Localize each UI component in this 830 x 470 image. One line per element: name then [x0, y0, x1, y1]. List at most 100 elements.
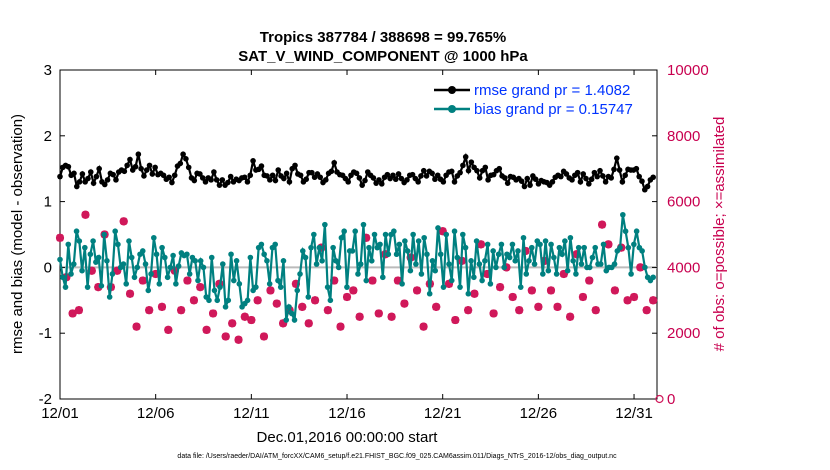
- rmse-point: [258, 163, 265, 169]
- rmse-point: [650, 174, 656, 181]
- bias-point: [338, 234, 345, 241]
- bias-point: [277, 284, 284, 290]
- bias-point: [633, 228, 640, 235]
- obs-assimilated-point: [438, 227, 447, 236]
- rmse-point: [244, 179, 251, 185]
- rmse-point: [392, 176, 399, 183]
- rmse-point: [79, 171, 86, 177]
- rmse-point: [359, 182, 365, 188]
- bias-point: [650, 274, 656, 281]
- bias-point: [639, 248, 645, 254]
- bias-point: [214, 297, 221, 304]
- obs-possible-point: [157, 302, 167, 311]
- rmse-point: [622, 172, 628, 179]
- rmse-point: [219, 177, 226, 183]
- rmse-point: [202, 179, 209, 185]
- bias-point: [104, 258, 110, 264]
- obs-possible-point: [55, 233, 65, 242]
- bias-point: [363, 277, 370, 284]
- rmse-point: [71, 170, 77, 177]
- bias-point: [357, 261, 364, 267]
- rmse-point: [485, 177, 491, 183]
- bias-point: [531, 261, 538, 267]
- obs-assimilated-point: [559, 269, 568, 278]
- bias-point: [435, 225, 441, 231]
- obs-possible-point: [355, 312, 364, 321]
- obs-possible-point: [610, 286, 620, 295]
- obs-assimilated-point: [81, 210, 90, 219]
- bias-point: [611, 261, 618, 267]
- rmse-point: [160, 172, 167, 179]
- obs-possible-point: [304, 319, 313, 328]
- obs-possible-point: [272, 299, 281, 308]
- obs-possible-point: [202, 325, 211, 335]
- obs-assimilated-point: [432, 302, 441, 311]
- x-axis-label: Dec.01,2016 00:00:00 start: [257, 429, 439, 446]
- rmse-point: [146, 162, 153, 169]
- bias-point: [622, 228, 629, 235]
- bias-point: [506, 254, 513, 261]
- bias-point: [526, 258, 532, 264]
- obs-possible-point: [649, 296, 658, 305]
- obs-possible-point: [240, 312, 249, 321]
- bias-point: [330, 244, 336, 251]
- obs-assimilated-point: [464, 306, 473, 315]
- bias-point: [418, 271, 425, 277]
- obs-possible-point: [310, 296, 320, 305]
- rmse-point: [104, 177, 111, 183]
- obs-possible-point: [266, 286, 275, 295]
- rmse-point: [143, 167, 150, 173]
- bias-point: [520, 234, 527, 241]
- rmse-point: [563, 171, 570, 177]
- rmse-point: [197, 171, 203, 177]
- obs-assimilated-point: [470, 289, 479, 298]
- rmse-point: [328, 168, 335, 175]
- rmse-point: [591, 169, 598, 176]
- rmse-point: [113, 177, 119, 183]
- rmse-point: [208, 177, 214, 183]
- x-tick-label: 12/11: [233, 405, 269, 422]
- rmse-point: [269, 172, 276, 179]
- obs-assimilated-point: [649, 296, 658, 305]
- rmse-point: [594, 173, 601, 180]
- bias-point: [148, 271, 154, 277]
- obs-assimilated-point: [298, 302, 307, 311]
- bias-point: [57, 256, 63, 263]
- bias-point: [617, 244, 623, 251]
- obs-assimilated-point: [119, 217, 128, 226]
- legend-label: rmse grand pr = 1.4082: [474, 82, 630, 99]
- obs-possible-point: [125, 289, 135, 298]
- bias-point: [344, 284, 350, 290]
- bias-point: [570, 258, 576, 264]
- bias-point: [335, 264, 342, 271]
- bias-point: [432, 267, 439, 274]
- bias-point: [437, 251, 444, 258]
- bias-point: [90, 238, 96, 244]
- x-tick-label: 12/26: [520, 405, 558, 422]
- bias-point: [231, 277, 237, 284]
- obs-assimilated-point: [74, 306, 83, 315]
- bias-point: [493, 264, 499, 271]
- obs-assimilated-point: [445, 279, 454, 288]
- obs-assimilated-point: [642, 306, 651, 315]
- obs-assimilated-point: [183, 276, 192, 285]
- obs-assimilated-point: [330, 276, 339, 285]
- obs-assimilated-point: [247, 316, 256, 325]
- obs-assimilated-point: [266, 286, 275, 295]
- rmse-point: [227, 173, 234, 180]
- bias-point: [540, 271, 546, 277]
- bias-point: [573, 271, 579, 277]
- bias-point: [195, 277, 201, 284]
- bias-point: [222, 304, 229, 310]
- y-tick-label-right: 2000: [667, 325, 700, 342]
- bias-point: [404, 248, 411, 254]
- obs-possible-point: [642, 306, 651, 315]
- rmse-point: [323, 177, 329, 183]
- y-tick-label-right: 6000: [667, 194, 700, 211]
- bias-point: [551, 254, 557, 261]
- obs-assimilated-point: [177, 306, 186, 315]
- bias-point: [59, 274, 66, 281]
- bias-point: [316, 244, 323, 251]
- bias-point: [79, 267, 85, 274]
- obs-assimilated-point: [604, 240, 613, 249]
